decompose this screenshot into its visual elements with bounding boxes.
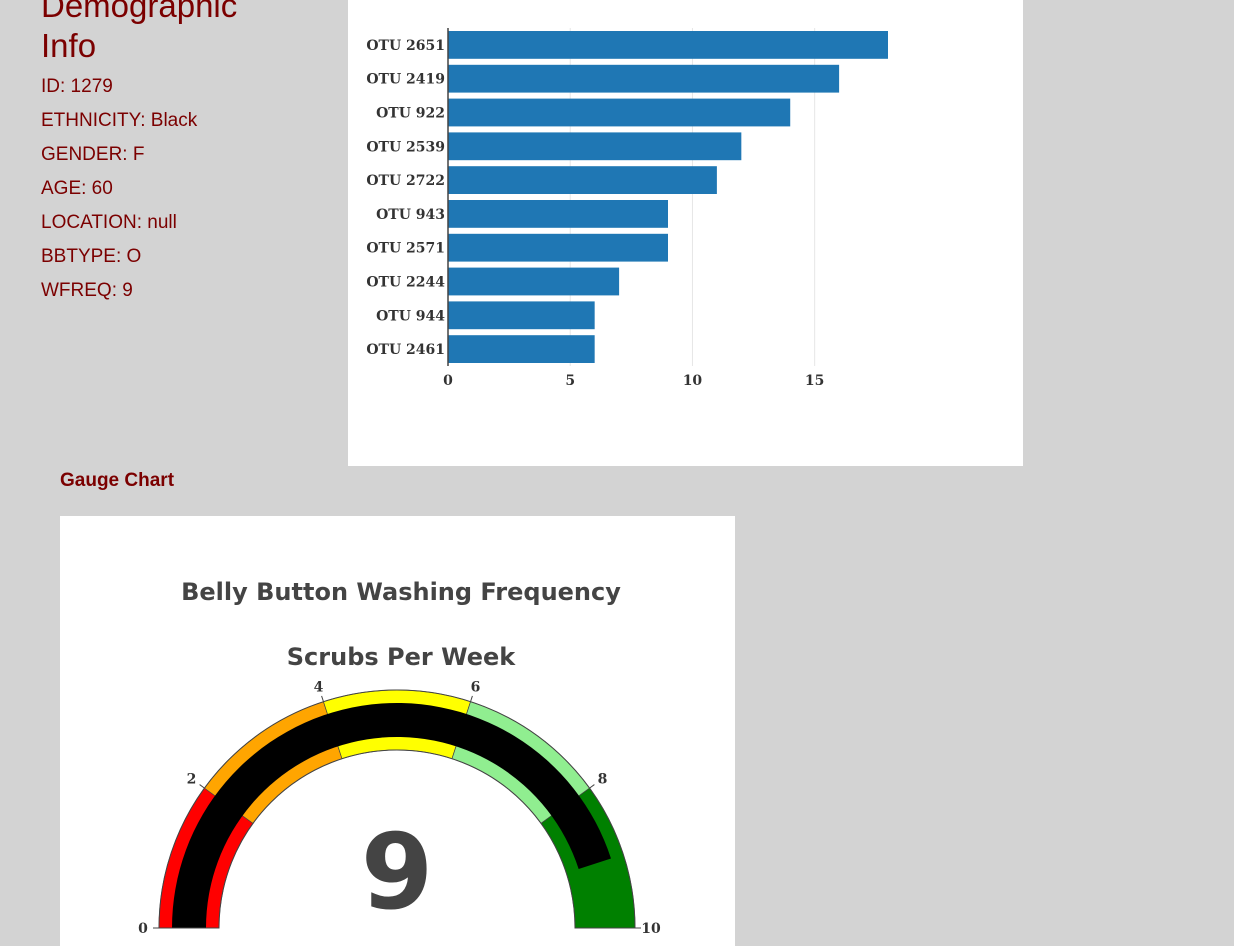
bar[interactable]	[448, 31, 888, 59]
demographic-ethnicity: ETHNICITY: Black	[41, 110, 198, 131]
bar-chart-card: OTU 2651 OTU 2419 OTU 922 OTU 2539 OTU 2722 O…	[348, 0, 1023, 466]
gauge-chart: Belly Button Washing Frequency Scrubs Pe…	[138, 578, 661, 937]
bar[interactable]	[448, 200, 668, 228]
gauge-tick-label: 6	[471, 679, 481, 695]
demographic-age: AGE: 60	[41, 178, 113, 199]
bar[interactable]	[448, 301, 595, 330]
gauge-tick-label: 10	[641, 921, 661, 937]
bar-category-label: OTU 943	[376, 207, 445, 223]
bar-category-label: OTU 2722	[366, 173, 445, 189]
bar[interactable]	[448, 98, 791, 127]
bar-category-label: OTU 922	[376, 106, 445, 122]
gauge-tick-label: 2	[187, 772, 197, 788]
demographic-bbtype: BBTYPE: O	[41, 246, 142, 267]
bar[interactable]	[448, 132, 742, 161]
gauge-chart-card: Belly Button Washing Frequency Scrubs Pe…	[60, 516, 735, 946]
gauge-tick-label: 4	[314, 679, 324, 695]
gauge-tick	[589, 784, 595, 789]
gauge-value-bar	[172, 703, 611, 928]
bar-category-label: OTU 2419	[366, 72, 445, 88]
gauge-tick	[470, 695, 473, 702]
bar-category-label: OTU 2539	[366, 139, 445, 155]
demographic-wfreq: WFREQ: 9	[41, 280, 133, 301]
bar[interactable]	[448, 233, 668, 262]
demographic-info-panel: Demographic Info ID: 1279 ETHNICITY: Bla…	[41, 0, 281, 313]
gauge-value: 9	[361, 811, 433, 933]
gauge-tick-label: 8	[598, 772, 608, 788]
demographic-id: ID: 1279	[41, 76, 113, 97]
gauge-tick-label: 0	[138, 921, 148, 937]
demographic-gender: GENDER: F	[41, 144, 145, 165]
x-tick-label: 0	[443, 373, 453, 389]
bar-category-label: OTU 2571	[366, 241, 445, 257]
gauge-outline	[158, 689, 636, 929]
gauge-title: Belly Button Washing Frequency	[181, 578, 621, 606]
demographic-title: Demographic Info	[41, 0, 238, 64]
gauge-subtitle: Scrubs Per Week	[287, 643, 516, 671]
bar-category-label: OTU 2244	[366, 275, 445, 291]
x-tick-label: 5	[565, 373, 575, 389]
gauge-heading: Gauge Chart	[60, 470, 175, 491]
bar-category-label: OTU 944	[376, 308, 445, 324]
bar-category-label: OTU 2651	[366, 38, 445, 54]
bar-category-label: OTU 2461	[366, 342, 445, 358]
gauge-tick	[321, 695, 324, 702]
bar[interactable]	[448, 64, 840, 93]
gauge-tick	[199, 784, 205, 789]
x-tick-label: 10	[683, 373, 703, 389]
bar-chart: OTU 2651 OTU 2419 OTU 922 OTU 2539 OTU 2722 O…	[366, 28, 888, 389]
bar[interactable]	[448, 335, 595, 363]
bar[interactable]	[448, 267, 620, 296]
demographic-location: LOCATION: null	[41, 212, 177, 233]
x-tick-label: 15	[805, 373, 824, 389]
bar[interactable]	[448, 166, 717, 194]
